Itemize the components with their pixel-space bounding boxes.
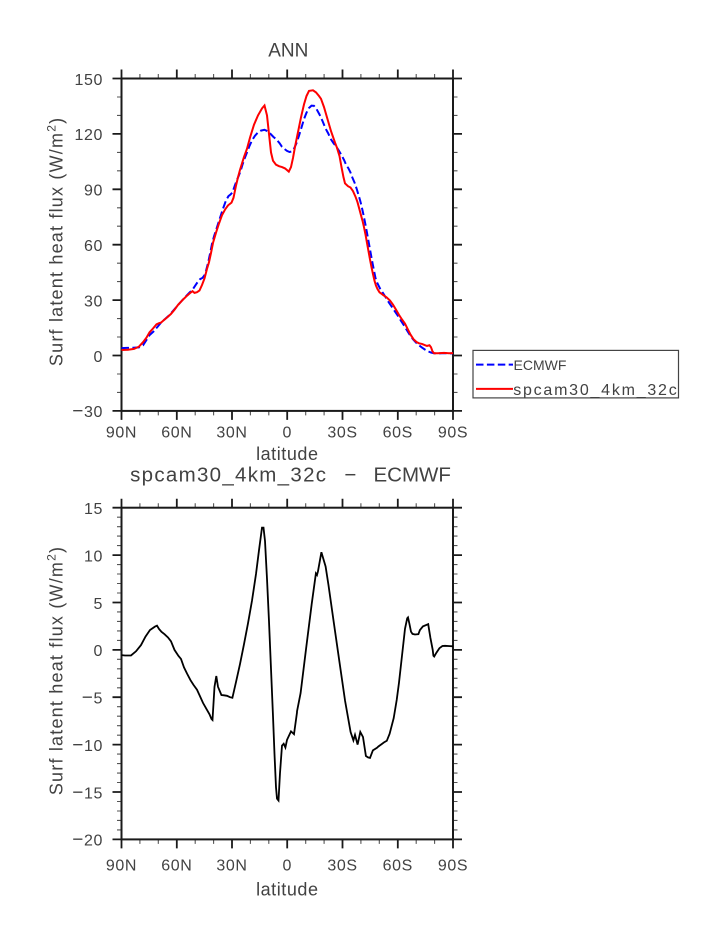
svg-text:120: 120 xyxy=(75,127,104,144)
svg-text:spcam30_4km_32c − ECMWF: spcam30_4km_32c − ECMWF xyxy=(130,463,451,486)
svg-text:−10: −10 xyxy=(72,735,103,756)
svg-text:90: 90 xyxy=(84,183,103,200)
svg-text:10: 10 xyxy=(84,548,103,565)
svg-text:ECMWF: ECMWF xyxy=(514,357,567,373)
svg-text:150: 150 xyxy=(75,72,104,89)
svg-text:60N: 60N xyxy=(161,425,192,442)
svg-text:latitude: latitude xyxy=(256,444,318,464)
svg-text:Surf latent heat flux (W/m2): Surf latent heat flux (W/m2) xyxy=(45,117,67,366)
svg-text:−15: −15 xyxy=(72,782,103,803)
svg-text:60N: 60N xyxy=(161,857,192,874)
svg-text:90N: 90N xyxy=(106,857,137,874)
svg-text:−20: −20 xyxy=(72,830,103,851)
svg-text:0: 0 xyxy=(94,643,104,660)
svg-text:60S: 60S xyxy=(383,425,413,442)
svg-text:−30: −30 xyxy=(72,401,103,422)
svg-text:0: 0 xyxy=(282,857,292,874)
svg-text:latitude: latitude xyxy=(256,879,318,899)
svg-text:30: 30 xyxy=(84,293,103,310)
svg-text:5: 5 xyxy=(94,596,104,613)
svg-text:60: 60 xyxy=(84,238,103,255)
svg-text:−5: −5 xyxy=(82,688,103,709)
svg-text:90N: 90N xyxy=(106,425,137,442)
svg-text:30S: 30S xyxy=(327,425,357,442)
svg-text:30S: 30S xyxy=(327,857,357,874)
svg-text:90S: 90S xyxy=(438,425,468,442)
svg-text:Surf latent heat flux (W/m2): Surf latent heat flux (W/m2) xyxy=(45,546,67,795)
svg-text:30N: 30N xyxy=(216,425,247,442)
svg-text:0: 0 xyxy=(282,425,292,442)
svg-text:0: 0 xyxy=(94,349,104,366)
svg-text:60S: 60S xyxy=(383,857,413,874)
svg-text:spcam30_4km_32c: spcam30_4km_32c xyxy=(513,382,678,399)
svg-text:30N: 30N xyxy=(216,857,247,874)
svg-text:90S: 90S xyxy=(438,857,468,874)
svg-text:15: 15 xyxy=(84,501,103,518)
svg-text:ANN: ANN xyxy=(268,41,308,62)
